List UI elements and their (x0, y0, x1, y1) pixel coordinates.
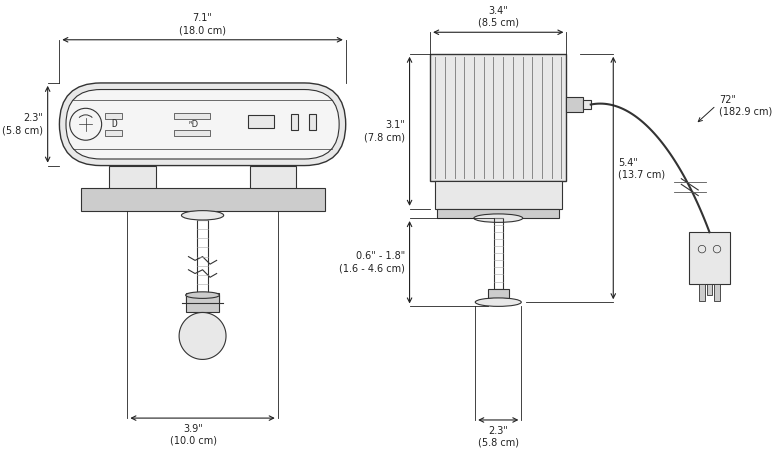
Bar (488, 289, 509, 298)
Bar (249, 165, 297, 199)
Text: 3.1"
(7.8 cm): 3.1" (7.8 cm) (364, 120, 405, 142)
FancyBboxPatch shape (66, 90, 339, 159)
Bar (185, 293, 220, 303)
Text: 3.4"
(8.5 cm): 3.4" (8.5 cm) (478, 6, 519, 28)
Text: 0.6" - 1.8"
(1.6 - 4.6 cm): 0.6" - 1.8" (1.6 - 4.6 cm) (339, 251, 405, 273)
FancyBboxPatch shape (59, 83, 346, 165)
Bar (430, 54, 566, 181)
Bar (700, 284, 705, 301)
Bar (174, 113, 210, 119)
Polygon shape (179, 313, 226, 359)
Text: 2.3"
(5.8 cm): 2.3" (5.8 cm) (2, 113, 43, 135)
Circle shape (714, 246, 721, 253)
Bar (197, 220, 208, 293)
Ellipse shape (185, 292, 220, 299)
Bar (714, 284, 720, 301)
Text: 5.4"
(13.7 cm): 5.4" (13.7 cm) (618, 158, 665, 179)
Bar (494, 218, 503, 289)
Bar (566, 97, 583, 112)
Bar (435, 181, 562, 209)
Bar (80, 188, 325, 211)
Ellipse shape (182, 211, 224, 220)
Text: 72"
(182.9 cm): 72" (182.9 cm) (719, 95, 772, 116)
Bar (185, 295, 220, 312)
Bar (105, 130, 122, 135)
Bar (308, 114, 316, 130)
Bar (109, 165, 156, 199)
Ellipse shape (474, 214, 523, 222)
Bar (174, 130, 210, 135)
Circle shape (698, 246, 706, 253)
Bar (291, 114, 298, 130)
Text: 7.1"
(18.0 cm): 7.1" (18.0 cm) (179, 14, 226, 35)
Ellipse shape (475, 298, 521, 306)
Text: D: D (111, 119, 117, 129)
Text: 3.9"
(10.0 cm): 3.9" (10.0 cm) (170, 424, 217, 445)
Bar (105, 113, 122, 119)
Text: 2.3"
(5.8 cm): 2.3" (5.8 cm) (478, 426, 519, 447)
Bar (707, 284, 712, 295)
Bar (437, 209, 559, 218)
Bar (583, 100, 590, 109)
Bar (248, 115, 274, 128)
Text: ᴿD: ᴿD (188, 120, 198, 129)
Bar (689, 232, 730, 284)
